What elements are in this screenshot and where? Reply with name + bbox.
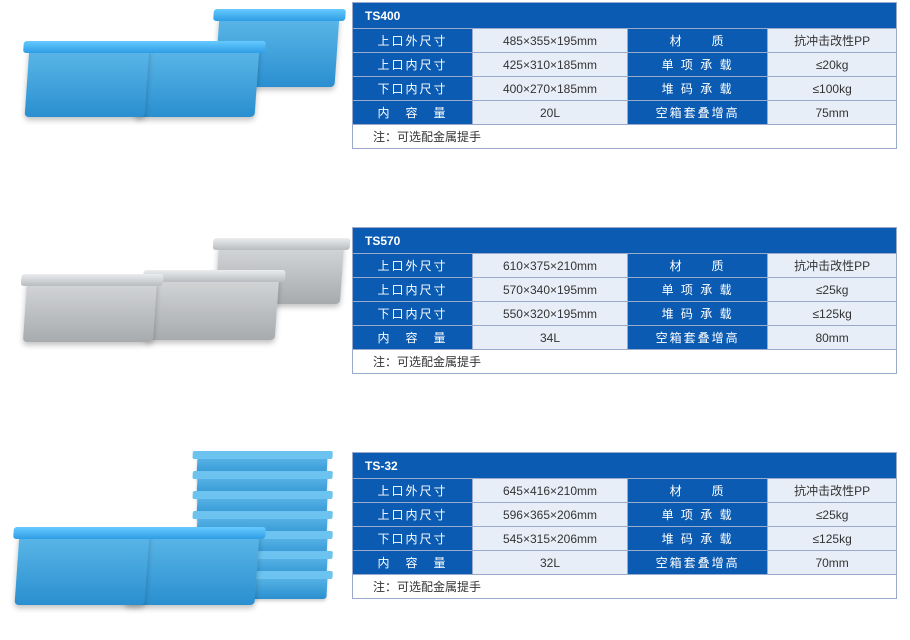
crate-icon <box>23 280 157 342</box>
spec-note: 注：可选配金属提手 <box>353 350 897 374</box>
spec-label: 下口内尺寸 <box>353 527 473 551</box>
spec-value: 抗冲击改性PP <box>768 254 897 278</box>
spec-value: 80mm <box>768 326 897 350</box>
crate-icon <box>25 47 150 117</box>
product-row: TS570 上口外尺寸 610×375×210mm 材 质 抗冲击改性PP 上口… <box>2 227 908 374</box>
product-row: TS-32 上口外尺寸 645×416×210mm 材 质 抗冲击改性PP 上口… <box>2 452 908 602</box>
spec-label: 上口外尺寸 <box>353 29 473 53</box>
spec-label: 下口内尺寸 <box>353 77 473 101</box>
spec-table: TS570 上口外尺寸 610×375×210mm 材 质 抗冲击改性PP 上口… <box>352 227 897 374</box>
spec-label: 材 质 <box>627 254 767 278</box>
spec-label: 堆 码 承 载 <box>627 527 767 551</box>
spec-value: ≤25kg <box>768 278 897 302</box>
spec-table: TS-32 上口外尺寸 645×416×210mm 材 质 抗冲击改性PP 上口… <box>352 452 897 599</box>
spec-label: 空箱套叠增高 <box>627 101 767 125</box>
spec-label: 上口内尺寸 <box>353 53 473 77</box>
model-title: TS570 <box>353 228 897 254</box>
spec-value: 596×365×206mm <box>473 503 628 527</box>
spec-note: 注：可选配金属提手 <box>353 125 897 149</box>
spec-label: 上口外尺寸 <box>353 254 473 278</box>
spec-label: 堆 码 承 载 <box>627 77 767 101</box>
spec-value: ≤125kg <box>768 527 897 551</box>
spec-value: 550×320×195mm <box>473 302 628 326</box>
spec-value: 34L <box>473 326 628 350</box>
spec-value: 70mm <box>768 551 897 575</box>
spec-value: ≤25kg <box>768 503 897 527</box>
spec-label: 单 项 承 载 <box>627 53 767 77</box>
spec-value: 545×315×206mm <box>473 527 628 551</box>
spec-value: 425×310×185mm <box>473 53 628 77</box>
spec-label: 上口内尺寸 <box>353 278 473 302</box>
spec-value: 20L <box>473 101 628 125</box>
spec-value: ≤100kg <box>768 77 897 101</box>
spec-label: 上口内尺寸 <box>353 503 473 527</box>
crate-icon <box>145 276 279 340</box>
spec-table: TS400 上口外尺寸 485×355×195mm 材 质 抗冲击改性PP 上口… <box>352 2 897 149</box>
spec-label: 内 容 量 <box>353 326 473 350</box>
spec-value: ≤125kg <box>768 302 897 326</box>
spec-value: 32L <box>473 551 628 575</box>
spec-label: 内 容 量 <box>353 101 473 125</box>
spec-label: 内 容 量 <box>353 551 473 575</box>
product-image <box>2 227 352 357</box>
spec-label: 空箱套叠增高 <box>627 551 767 575</box>
spec-label: 单 项 承 载 <box>627 278 767 302</box>
product-image <box>2 452 352 602</box>
spec-value: 610×375×210mm <box>473 254 628 278</box>
spec-value: 645×416×210mm <box>473 479 628 503</box>
spec-label: 堆 码 承 载 <box>627 302 767 326</box>
spec-value: 570×340×195mm <box>473 278 628 302</box>
spec-value: 抗冲击改性PP <box>768 479 897 503</box>
spec-value: 400×270×185mm <box>473 77 628 101</box>
crate-icon <box>135 47 260 117</box>
spec-label: 材 质 <box>627 29 767 53</box>
model-title: TS400 <box>353 3 897 29</box>
spec-label: 下口内尺寸 <box>353 302 473 326</box>
spec-value: ≤20kg <box>768 53 897 77</box>
spec-label: 单 项 承 载 <box>627 503 767 527</box>
product-image <box>2 2 352 132</box>
product-row: TS400 上口外尺寸 485×355×195mm 材 质 抗冲击改性PP 上口… <box>2 2 908 149</box>
spec-label: 材 质 <box>627 479 767 503</box>
spec-value: 485×355×195mm <box>473 29 628 53</box>
model-title: TS-32 <box>353 453 897 479</box>
spec-value: 75mm <box>768 101 897 125</box>
crate-icon <box>14 533 149 605</box>
spec-label: 上口外尺寸 <box>353 479 473 503</box>
spec-label: 空箱套叠增高 <box>627 326 767 350</box>
spec-note: 注：可选配金属提手 <box>353 575 897 599</box>
spec-value: 抗冲击改性PP <box>768 29 897 53</box>
